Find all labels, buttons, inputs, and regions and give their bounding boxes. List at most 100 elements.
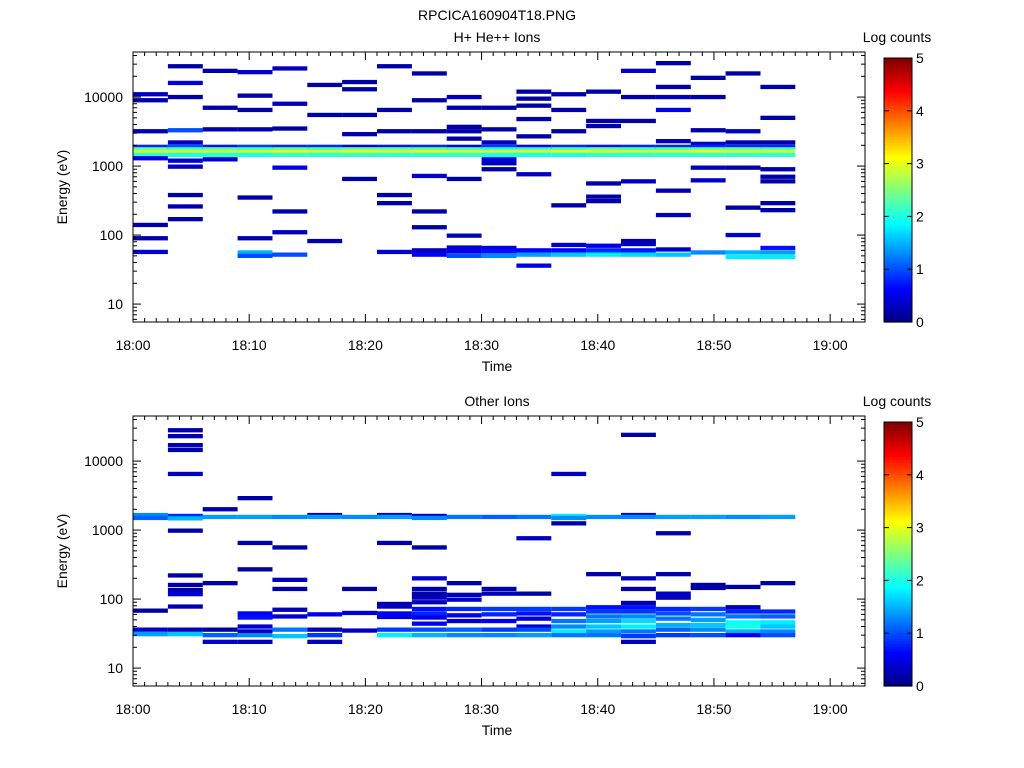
heatmap-cell [725,633,761,638]
x-tick-label: 18:10 [232,337,267,353]
colorbar-label: Log counts [863,393,932,409]
colorbar-segment [884,126,912,130]
heatmap-cell [760,250,796,255]
colorbar-segment [884,277,912,281]
heatmap-cell [237,152,273,158]
heatmap-cell [377,540,412,546]
colorbar-tick-label: 5 [916,50,924,66]
colorbar-segment [884,453,912,457]
colorbar-segment [884,551,912,555]
heatmap-cell [411,606,447,612]
heatmap-cell [411,576,447,581]
heatmap-cell [516,147,552,152]
colorbar-segment [884,493,912,497]
colorbar-segment [884,590,912,595]
x-axis-label: Time [482,358,513,374]
heatmap-cell [167,428,203,433]
x-tick-label: 18:30 [464,337,499,353]
heatmap-cell [655,595,691,600]
heatmap-cell [272,627,308,632]
colorbar-segment [884,501,912,505]
heatmap-cell [202,633,238,638]
colorbar-segment [884,200,912,204]
colorbar-segment [884,113,912,117]
colorbar-segment [884,163,912,167]
heatmap-cell [621,68,656,73]
colorbar-segment [884,160,912,165]
heatmap-cell [655,247,691,252]
colorbar-segment [884,620,912,624]
heatmap-cell [481,140,517,145]
heatmap-cell [655,152,691,158]
colorbar-segment [884,258,912,262]
heatmap-cell [481,152,517,158]
heatmap-cell [133,149,168,155]
colorbar-segment [884,192,912,196]
heatmap-cells [133,428,796,644]
heatmap-cell [411,252,447,257]
colorbar-segment [884,118,912,122]
heatmap-cell [167,164,203,169]
heatmap-cell [202,514,238,520]
colorbar-segment [884,145,912,149]
colorbar-segment [884,76,912,80]
colorbar-segment [884,643,912,647]
heatmap-cell [167,573,203,578]
heatmap-cell [621,634,656,639]
colorbar-segment [884,519,912,523]
x-tick-label: 18:50 [696,337,731,353]
colorbar-segment [884,319,912,323]
heatmap-cell [621,252,656,257]
heatmap-cell [586,144,621,149]
heatmap-cell [725,254,761,260]
heatmap-cell [481,618,517,624]
colorbar-segment [884,242,912,247]
colorbar-segment [884,269,912,273]
heatmap-cell [621,238,656,244]
chart-title: H+ He++ Ions [454,29,541,45]
colorbar-segment [884,445,912,449]
colorbar-segment [884,131,912,136]
heatmap-cell [621,94,656,100]
heatmap-cell [586,629,621,634]
heatmap-cell [446,627,482,632]
colorbar-segment [884,68,912,72]
colorbar-segment [884,451,912,455]
heatmap-cell [586,181,621,186]
heatmap-cell [690,514,726,520]
heatmap-cell [446,105,482,110]
heatmap-cell [411,98,447,103]
heatmap-cell [760,208,796,213]
colorbar-segment [884,664,912,669]
heatmap-cell [655,627,691,632]
colorbar-segment [884,134,912,138]
heatmap-cell [516,116,552,122]
colorbar-segment [884,649,912,653]
heatmap-cell [167,434,203,439]
heatmap-cell [237,144,273,149]
colorbar-segment [884,65,912,70]
heatmap-cell [377,249,412,255]
heatmap-cell [237,611,273,616]
heatmap-cell [516,149,552,155]
heatmap-cell [516,103,552,108]
heatmap-cell [481,514,517,520]
heatmap-cell [446,245,482,250]
heatmap-cell [307,147,343,152]
heatmap-cell [342,87,377,92]
x-tick-label: 18:50 [696,701,731,717]
heatmap-cell [237,540,273,546]
colorbar-segment [884,458,912,463]
colorbar-segment [884,522,912,526]
colorbar-segment [884,633,912,637]
y-tick-label: 1000 [92,522,123,538]
heatmap-cell [621,576,656,581]
colorbar-segment [884,556,912,560]
colorbar-tick-label: 2 [916,208,924,224]
heatmap-cell [655,149,691,155]
heatmap-cell [516,606,552,612]
colorbar-segment [884,577,912,581]
heatmap-cell [167,144,203,149]
colorbar-segment [884,105,912,109]
